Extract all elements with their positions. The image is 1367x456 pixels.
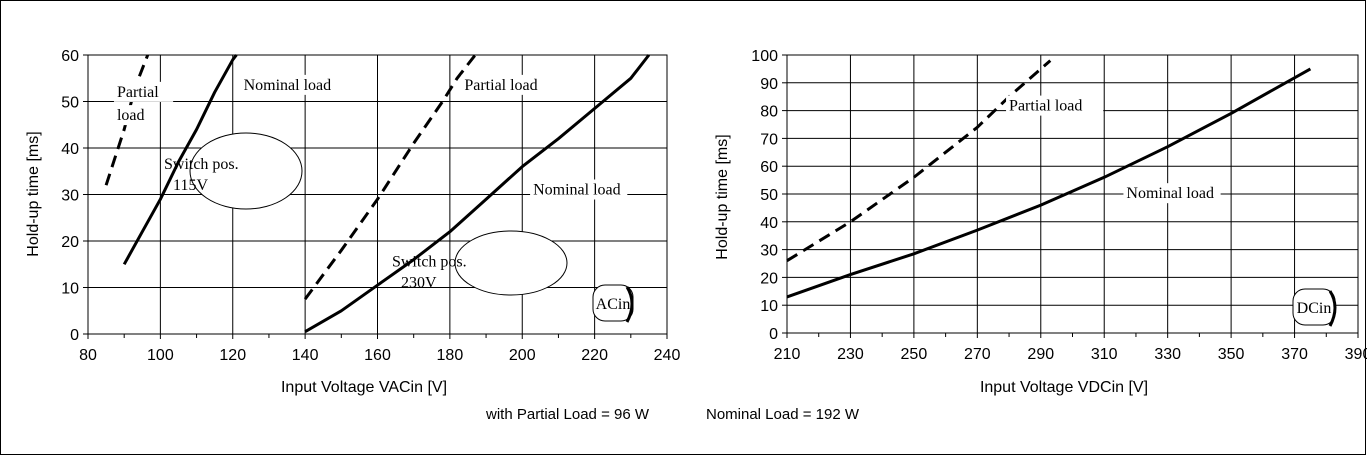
dc-y-tick-label: 60	[760, 159, 778, 176]
dc-badge-shadow	[1328, 290, 1337, 327]
ac-tick-labels: 80 100 120 140 160 180 200 220 240 0 10 20 30 40 50 60	[61, 48, 680, 364]
ac-y-tick-label: 50	[61, 95, 79, 112]
ac-series-line-partial-load	[303, 54, 477, 300]
ac-x-tick-label: 120	[219, 347, 246, 364]
ac-x-tick-label: 100	[147, 347, 174, 364]
ac-badge-label: ACin	[596, 296, 631, 313]
dc-annotation-bg	[1123, 183, 1221, 204]
ac-y-tick-label: 20	[61, 234, 79, 251]
dc-y-tick-label: 0	[769, 326, 778, 343]
ac-annotation-bg	[113, 105, 151, 126]
ac-annotation-bg	[461, 74, 559, 95]
ac-annotation: Nominal load	[244, 77, 332, 94]
ac-x-tick-label: 140	[292, 347, 319, 364]
ac-y-tick-label: 60	[61, 48, 79, 65]
dc-y-tick-label: 10	[760, 298, 778, 315]
dc-tick-labels: 210 230 250 270 290 310 330 350 370 390 0 10 20 30 40 5…	[751, 48, 1367, 363]
ac-y-tick-label: 30	[61, 188, 79, 205]
ac-x-tick-label: 220	[581, 347, 608, 364]
dc-x-tick-label: 230	[837, 346, 864, 363]
ac-annotation: 230V	[401, 275, 437, 292]
ac-annotation: Partial load	[464, 77, 537, 94]
ac-y-tick-label: 10	[61, 281, 79, 298]
ac-x-tick-label: 200	[509, 347, 536, 364]
dc-annotation: Nominal load	[1126, 185, 1214, 202]
ac-annotation-bg	[240, 74, 338, 95]
ac-switch-230v-ellipse	[454, 230, 568, 296]
dc-x-tick-label: 250	[901, 346, 928, 363]
ac-annotation-bg	[113, 81, 174, 102]
footer-partial-load: with Partial Load = 96 W	[486, 406, 650, 423]
ac-x-tick-label: 240	[654, 347, 680, 364]
dc-y-tick-label: 90	[760, 76, 778, 93]
ac-annotation: 115V	[173, 177, 208, 194]
dc-x-tick-label: 390	[1345, 346, 1367, 363]
dc-y-tick-label: 100	[751, 48, 778, 65]
dc-x-tick-label: 210	[774, 346, 801, 363]
dc-x-tick-label: 370	[1281, 346, 1308, 363]
ac-x-tick-label: 180	[437, 347, 464, 364]
dc-x-axis-title: Input Voltage VDCin [V]	[980, 379, 1148, 396]
dc-series-line-partial-load	[786, 59, 1052, 262]
dc-x-tick-label: 290	[1027, 346, 1054, 363]
dc-y-tick-label: 30	[760, 243, 778, 260]
chart-dc-hold-up-time: 210 230 250 270 290 310 330 350 370 390 0 10 20 30 40 5…	[714, 48, 1367, 396]
dc-x-tick-label: 350	[1218, 346, 1245, 363]
ac-annotation-bg	[530, 179, 628, 200]
ac-y-axis-title: Hold-up time [ms]	[25, 131, 42, 256]
ac-y-tick-label: 0	[70, 327, 79, 344]
dc-x-tick-label: 330	[1154, 346, 1181, 363]
ac-x-tick-label: 160	[364, 347, 391, 364]
ac-annotation: Switch pos.	[392, 254, 467, 271]
dc-x-tick-label: 270	[964, 346, 991, 363]
dc-series-line-nominal-load	[786, 67, 1312, 299]
dc-y-tick-label: 50	[760, 187, 778, 204]
ac-annotation: Partial	[117, 84, 159, 101]
dc-series-group	[786, 59, 1312, 299]
dc-y-tick-label: 80	[760, 104, 778, 121]
dc-y-tick-label: 20	[760, 270, 778, 287]
dc-y-tick-label: 40	[760, 215, 778, 232]
dc-y-axis-title: Hold-up time [ms]	[714, 134, 731, 259]
ac-x-tick-label: 80	[79, 347, 97, 364]
ac-annotation: load	[117, 107, 145, 124]
ac-series-group	[104, 54, 651, 333]
ac-x-axis-title: Input Voltage VACin [V]	[281, 379, 447, 396]
dc-annotations: Partial load Nominal load	[1006, 95, 1221, 204]
dc-x-tick-label: 310	[1091, 346, 1118, 363]
ac-annotations: Partial load Nominal load Partial load Nomin…	[113, 74, 628, 292]
footer-nominal-load: Nominal Load = 192 W	[706, 406, 860, 423]
chart-ac-hold-up-time: 80 100 120 140 160 180 200 220 2400102030405060 …	[25, 48, 680, 396]
dc-y-tick-label: 70	[760, 131, 778, 148]
ac-annotation: Switch pos.	[164, 156, 239, 173]
ac-series-line-nominal-load	[304, 54, 651, 333]
dc-annotation-bg	[1006, 95, 1104, 116]
ac-y-tick-label: 40	[61, 141, 79, 158]
ac-series-line-nominal-load	[122, 54, 238, 266]
ac-annotation: Nominal load	[533, 182, 621, 199]
ac-badge-shadow	[625, 286, 634, 323]
ac-switch-115v-ellipse	[189, 132, 303, 210]
dc-badge-label: DCin	[1297, 300, 1332, 317]
dc-annotation: Partial load	[1009, 98, 1082, 115]
